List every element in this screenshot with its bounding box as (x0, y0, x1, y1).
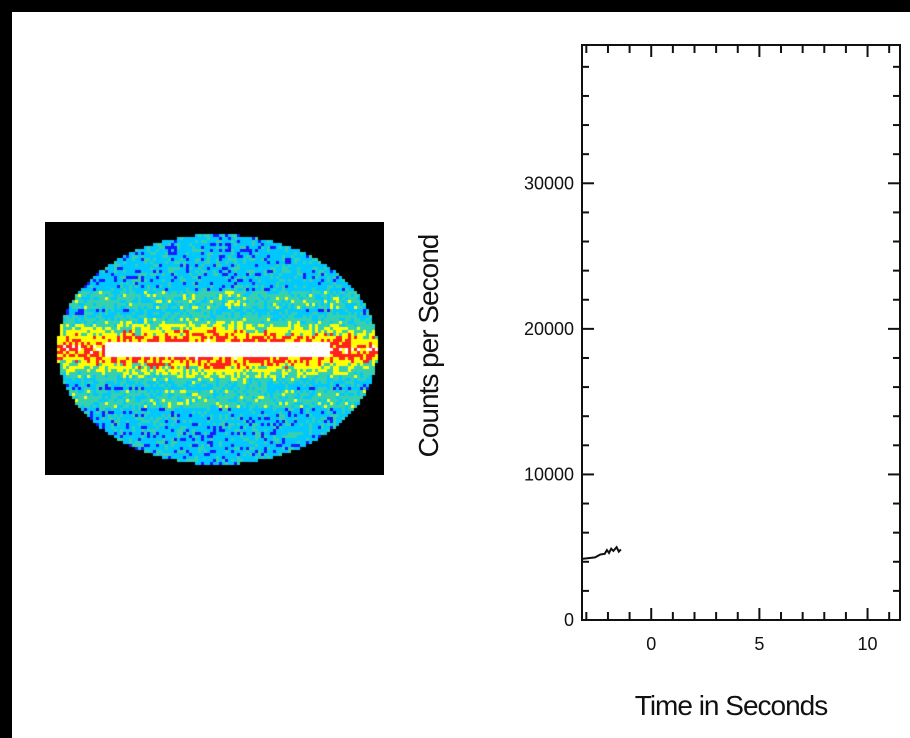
y-tick-label: 30000 (524, 173, 574, 193)
x-tick-label: 10 (858, 634, 878, 654)
x-tick-label: 0 (646, 634, 656, 654)
y-tick-label: 20000 (524, 319, 574, 339)
all-sky-map-image (45, 222, 384, 475)
series-layer (581, 545, 622, 560)
x-tick-label: 5 (754, 634, 764, 654)
y-tick-label: 10000 (524, 464, 574, 484)
ticks-layer (582, 45, 900, 620)
x-axis-title: Time in Seconds (635, 690, 828, 721)
all-sky-map-canvas (45, 222, 384, 475)
axes-layer (581, 44, 901, 621)
tick-labels: 0 5 10 0 10000 20000 30000 (524, 173, 878, 654)
light-curve-chart: 0 5 10 0 10000 20000 30000 Time in Seconds Cou… (413, 44, 901, 721)
plot-frame (581, 44, 901, 621)
y-tick-label: 0 (564, 610, 574, 630)
y-axis-title: Counts per Second (413, 235, 444, 458)
figure-panel: 0 5 10 0 10000 20000 30000 Time in Seconds Cou… (12, 12, 910, 738)
series-line (581, 545, 622, 560)
